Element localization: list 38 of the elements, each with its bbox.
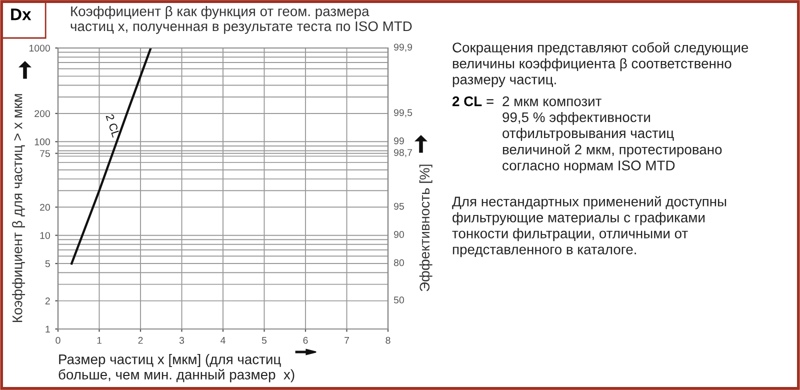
- text: Сокращения представляют собой следующие величины коэффициента β соответственно размеру частиц.: [452, 42, 748, 88]
- y2-axis-title: Эффективность [%]: [419, 164, 432, 292]
- chart-title: Коэффициент β как функция от геом. размера частиц x, полученная в результате теста по ISO MTD: [70, 6, 412, 34]
- y-axis-title: Коэффициент β для частиц > x мкм: [12, 94, 25, 322]
- text: 99: [394, 137, 404, 144]
- x-axis-title: Размер частиц x [мкм] (для частиц больше, чем мин. данный размер x): [58, 354, 294, 382]
- x-tick-label: 7: [344, 336, 349, 344]
- y-tick-label: 1: [46, 326, 50, 333]
- y-tick-label: 200: [34, 110, 50, 118]
- x-tick-label: 4: [220, 336, 226, 344]
- x-tick-label: 2: [138, 336, 143, 344]
- text: 80: [394, 259, 404, 266]
- x-tick-label: 0: [56, 336, 60, 344]
- line-series: [70, 48, 152, 265]
- text: 99,9: [394, 44, 412, 52]
- x-tick-label: 3: [179, 336, 184, 344]
- y-tick-label: 5: [45, 260, 50, 268]
- y-tick-label: 2: [45, 298, 50, 304]
- text: 90: [394, 231, 404, 238]
- x-tick-label: 8: [386, 336, 390, 344]
- text: 99,5: [394, 109, 412, 118]
- text: Для нестандартных применений доступны фильтрующие материалы с графиками тонкости фильтрации, отличными от представленного в каталоге.: [452, 196, 726, 258]
- y-tick-label: 1000: [29, 44, 50, 52]
- text: 2 CL: [452, 96, 482, 106]
- x-tick-label: 5: [262, 336, 267, 344]
- text: Dx: [11, 8, 32, 20]
- x-tick-label: 1: [97, 336, 102, 344]
- y-tick-label: 10: [40, 232, 50, 239]
- text: =: [486, 99, 494, 104]
- y-tick-label: 100: [34, 138, 50, 146]
- y-tick-label: 75: [40, 150, 50, 157]
- text: 95: [394, 202, 404, 210]
- y-tick-label: 20: [40, 204, 50, 211]
- text: 2 мкм композит 99,5 % эффективности отфильтровывания частиц величиной 2 мкм, протестировано согласно нормам ISO MTD: [502, 96, 722, 174]
- text: 50: [394, 296, 404, 304]
- x-tick-label: 6: [303, 336, 308, 344]
- text: 98,7: [394, 149, 412, 158]
- text: 2 CL: [106, 114, 120, 138]
